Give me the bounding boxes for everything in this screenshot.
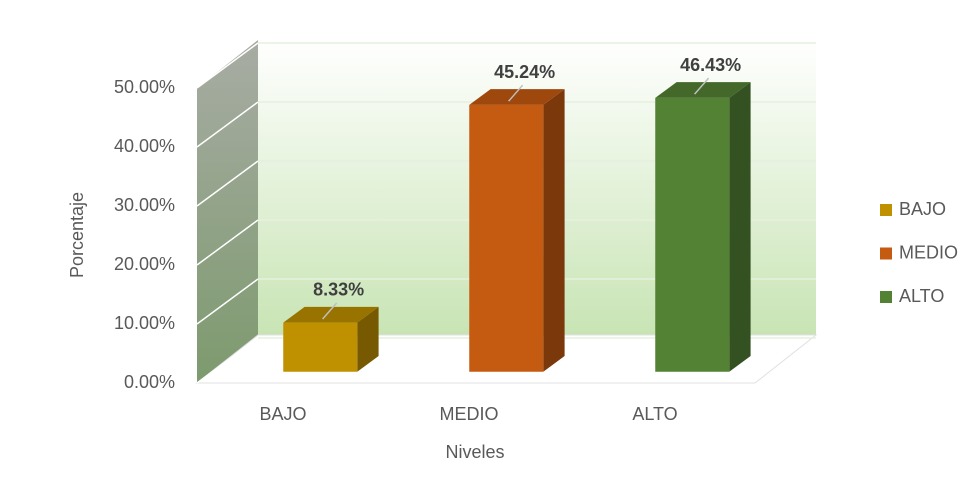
y-tick-label: 30.00%: [114, 195, 175, 215]
bar-top: [469, 89, 565, 105]
y-tick-label: 10.00%: [114, 313, 175, 333]
legend-label: MEDIO: [899, 242, 958, 262]
leader-line: [508, 84, 524, 102]
leader-line: [322, 302, 338, 320]
bar: [469, 104, 544, 372]
grid-line: [196, 219, 259, 266]
legend-label: BAJO: [899, 199, 946, 219]
legend-label: ALTO: [899, 286, 944, 306]
x-tick-label: MEDIO: [439, 404, 498, 424]
data-label: 45.24%: [494, 62, 555, 82]
y-tick-label: 40.00%: [114, 136, 175, 156]
legend-swatch: [880, 291, 892, 303]
grid-line: [196, 101, 259, 148]
bar-top: [655, 82, 751, 98]
x-tick-label: BAJO: [259, 404, 306, 424]
grid-line: [196, 42, 259, 89]
x-axis-label: Niveles: [445, 442, 504, 462]
data-label: 46.43%: [680, 55, 741, 75]
grid-line: [196, 160, 259, 207]
data-label: 8.33%: [313, 280, 364, 300]
x-tick-label: ALTO: [632, 404, 677, 424]
y-tick-label: 50.00%: [114, 77, 175, 97]
legend-swatch: [880, 204, 892, 216]
legend-swatch: [880, 247, 892, 260]
bar: [655, 97, 730, 372]
bar-top: [283, 306, 379, 323]
grid-line: [196, 337, 259, 384]
y-axis-label: Porcentaje: [67, 192, 87, 278]
y-tick-label: 20.00%: [114, 254, 175, 274]
leader-line: [694, 77, 710, 95]
bar: [283, 322, 358, 372]
y-tick-label: 0.00%: [124, 372, 175, 392]
bar-side: [357, 306, 379, 372]
side-wall: [197, 40, 258, 383]
bar-side: [543, 89, 565, 372]
bar-side: [729, 82, 751, 372]
grid-line: [196, 278, 259, 325]
